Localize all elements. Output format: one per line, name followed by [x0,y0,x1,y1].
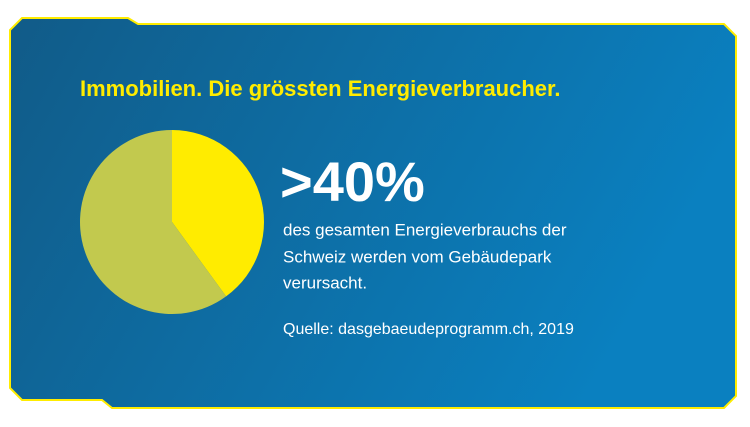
description: des gesamten Energieverbrauchs der [283,220,567,239]
value-label: >40% [280,150,425,213]
pie-slice [172,130,264,297]
description: verursacht. [283,273,367,292]
source: Quelle: dasgebaeudeprogramm.ch, 2019 [283,321,574,338]
description: Schweiz werden vom Gebäudepark [283,247,552,266]
pie-slice [79,130,227,314]
chart-title: Immobilien. Die grössten Energieverbrauc… [80,76,561,101]
